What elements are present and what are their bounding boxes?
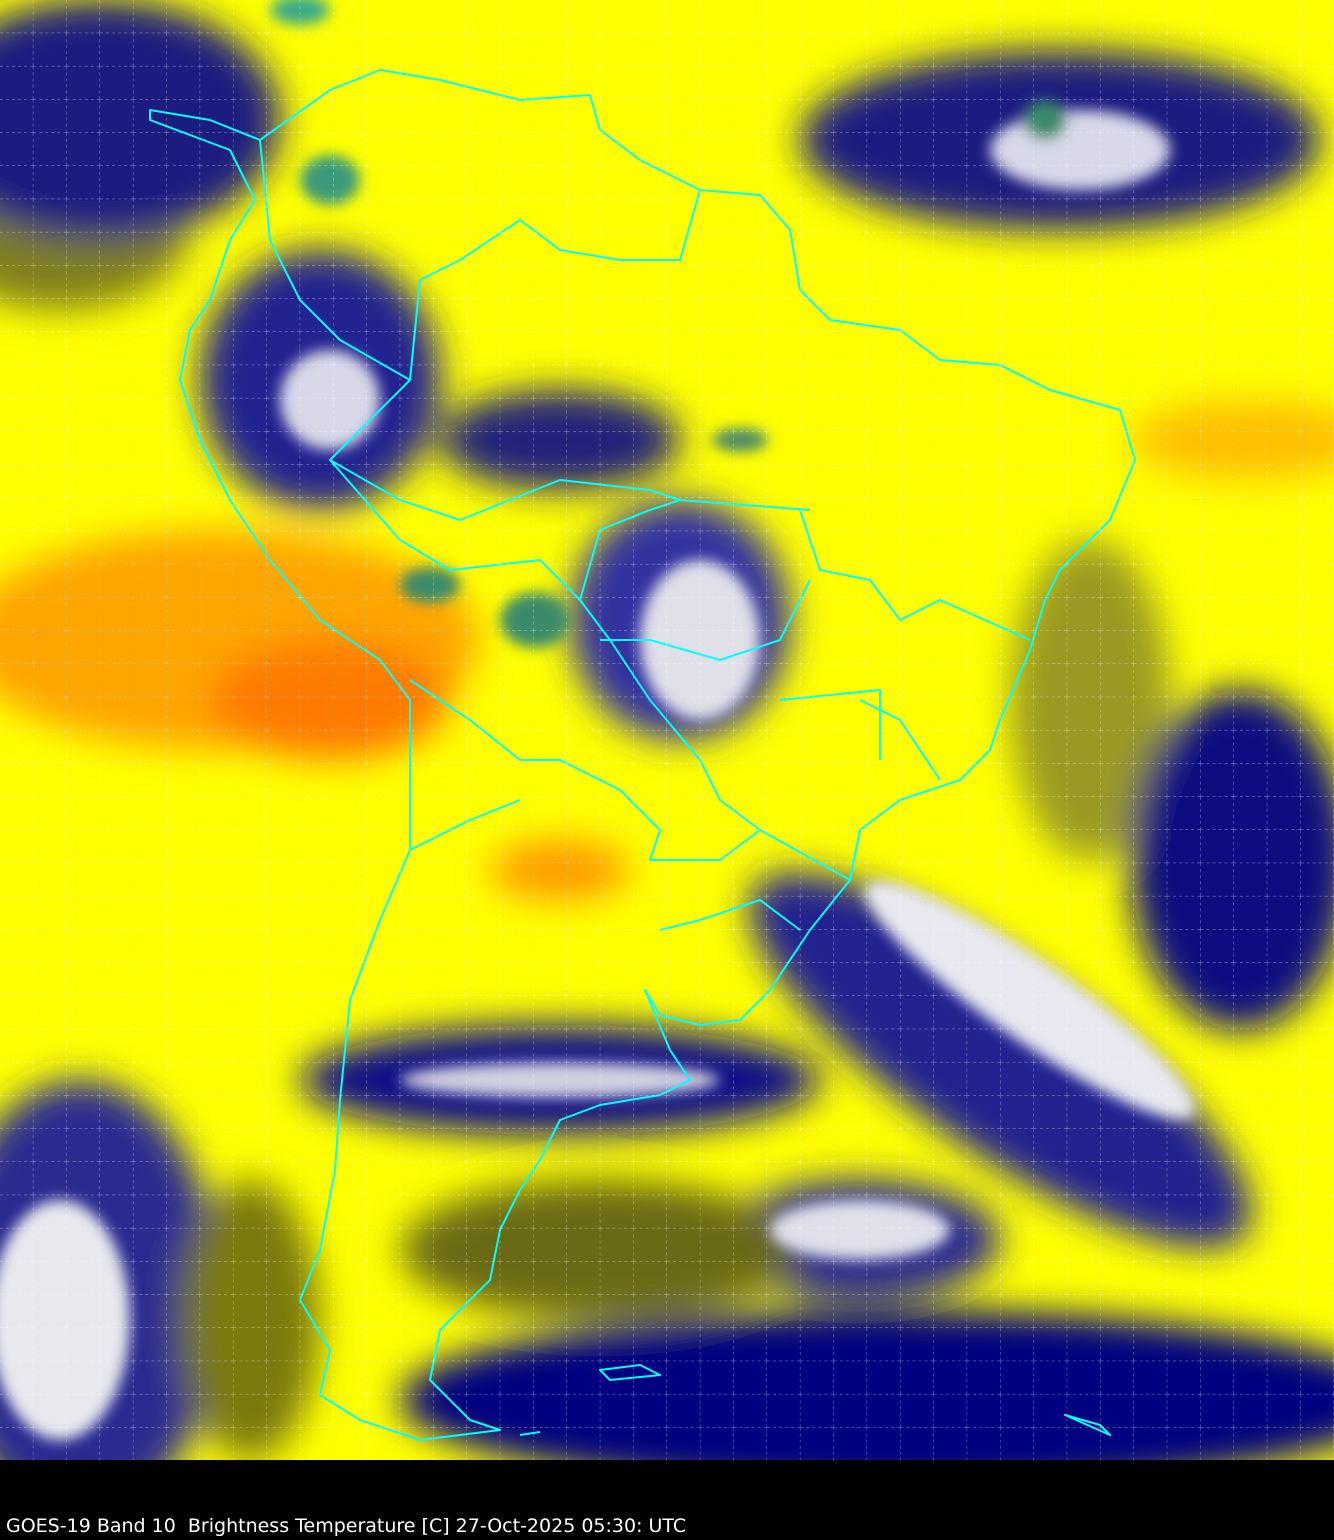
lat-lon-grid [0,0,1334,1460]
satellite-imagery-map [0,0,1334,1460]
image-caption: GOES-19 Band 10 Brightness Temperature [… [6,1515,687,1537]
